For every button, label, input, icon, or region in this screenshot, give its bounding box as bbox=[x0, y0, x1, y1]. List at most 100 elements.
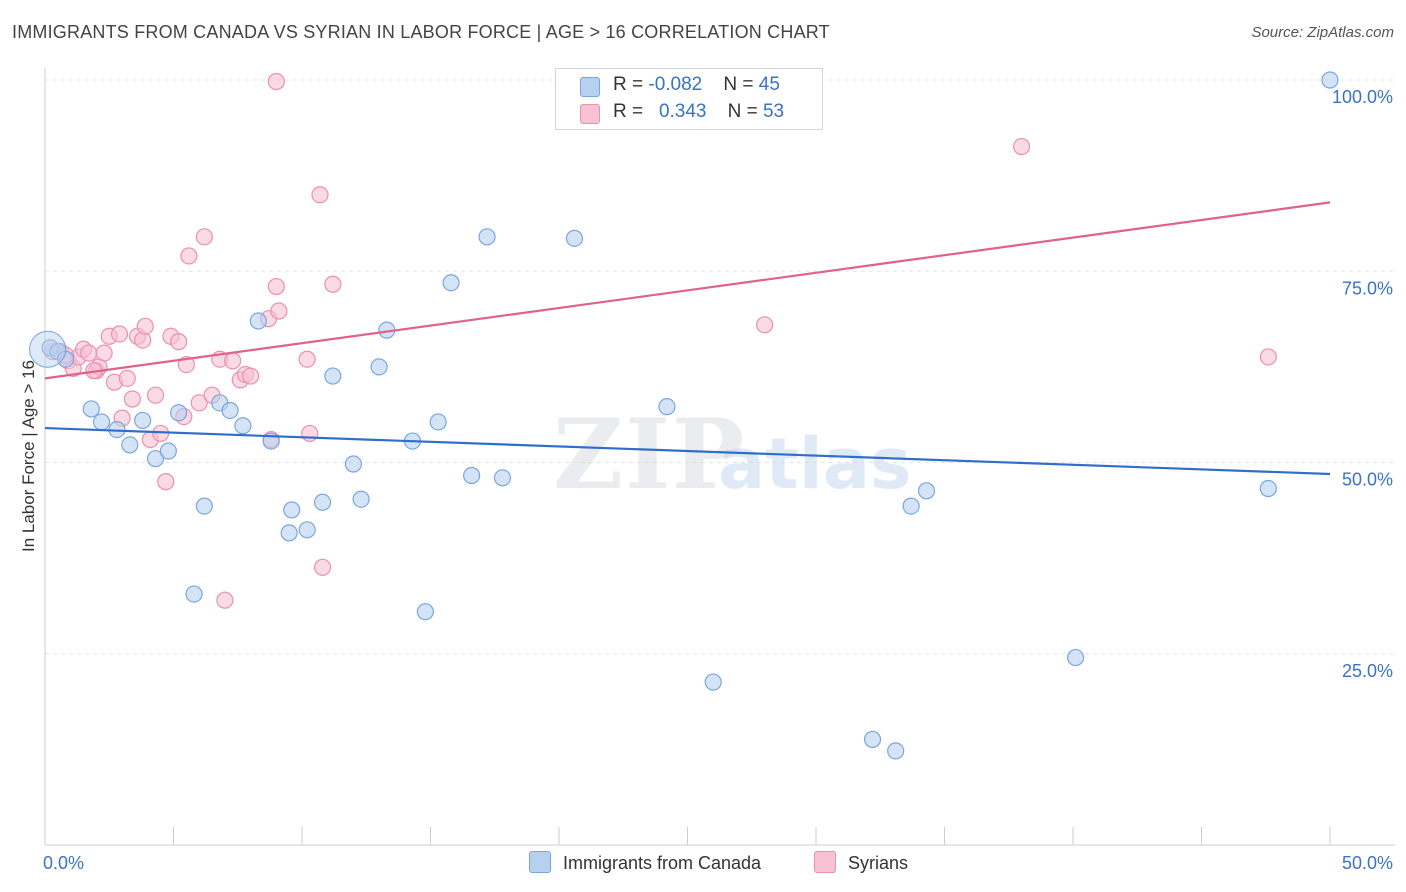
x-tick-label: 0.0% bbox=[43, 853, 84, 873]
canada-point bbox=[280, 524, 298, 542]
canada-point bbox=[170, 404, 188, 422]
canada-point bbox=[658, 398, 676, 416]
syrians-point bbox=[157, 473, 175, 491]
r-label: R = bbox=[613, 101, 649, 122]
canada-point bbox=[887, 742, 905, 760]
n-label: N = bbox=[727, 101, 763, 122]
legend-swatch-syrians bbox=[814, 851, 836, 873]
canada-point bbox=[1321, 71, 1339, 89]
syrians-points bbox=[44, 71, 1277, 609]
syrians-point bbox=[324, 275, 342, 293]
canada-point bbox=[704, 673, 722, 691]
syrians-point bbox=[110, 325, 129, 343]
watermark-zip: ZIP bbox=[553, 398, 746, 511]
y-tick-label: 50.0% bbox=[1342, 470, 1393, 490]
canada-point bbox=[370, 358, 388, 376]
canada-point bbox=[121, 436, 139, 454]
syrians-point bbox=[267, 72, 285, 91]
n-value-canada: 45 bbox=[758, 74, 780, 95]
legend-item-canada[interactable]: Immigrants from Canada bbox=[529, 851, 761, 874]
legend-swatch-syrians bbox=[580, 104, 600, 124]
canada-point bbox=[902, 497, 920, 515]
canada-point bbox=[313, 493, 332, 511]
r-value-canada: -0.082 bbox=[648, 74, 703, 95]
syrians-point bbox=[118, 369, 136, 387]
syrians-point bbox=[146, 386, 165, 404]
canada-point bbox=[221, 401, 239, 420]
syrians-point bbox=[267, 277, 285, 296]
watermark: ZIP atlas bbox=[553, 398, 912, 511]
canada-point bbox=[249, 312, 267, 330]
syrians-point bbox=[80, 344, 98, 362]
canada-point bbox=[82, 400, 100, 418]
syrians-point bbox=[136, 317, 154, 335]
syrians-point bbox=[123, 390, 141, 408]
canada-point bbox=[92, 413, 111, 431]
syrians-point bbox=[311, 186, 329, 204]
canada-point bbox=[442, 274, 460, 292]
legend-swatch-canada bbox=[529, 851, 551, 873]
canada-point bbox=[185, 585, 203, 603]
canada-point bbox=[1066, 648, 1085, 667]
canada-trend-line bbox=[44, 426, 1331, 476]
canada-point bbox=[324, 367, 342, 385]
syrians-point bbox=[298, 350, 316, 368]
syrians-point bbox=[180, 247, 198, 265]
canada-point bbox=[283, 501, 301, 519]
canada-cluster-point bbox=[29, 330, 67, 368]
syrians-point bbox=[170, 333, 188, 351]
syrians-point bbox=[270, 302, 288, 320]
canada-point bbox=[352, 490, 370, 508]
legend-item-syrians[interactable]: Syrians bbox=[814, 851, 908, 874]
canada-point bbox=[159, 442, 177, 460]
canada-points bbox=[29, 71, 1339, 760]
y-tick-label: 100.0% bbox=[1332, 87, 1393, 107]
syrians-point bbox=[1012, 137, 1031, 156]
trend-lines bbox=[44, 201, 1331, 476]
n-label: N = bbox=[723, 74, 759, 95]
correlation-legend: R = -0.082 N = 45 R = 0.343 N = 53 bbox=[555, 68, 823, 130]
n-value-syrians: 53 bbox=[762, 101, 785, 122]
canada-point bbox=[863, 730, 882, 749]
syrians-point bbox=[301, 424, 319, 443]
syrians-point bbox=[313, 558, 332, 576]
canada-point bbox=[478, 228, 496, 246]
canada-point bbox=[1259, 479, 1277, 498]
syrians-point bbox=[224, 352, 242, 370]
syrians-point bbox=[95, 344, 113, 362]
legend-label-syrians: Syrians bbox=[848, 853, 909, 873]
canada-point bbox=[298, 521, 316, 539]
r-label: R = bbox=[613, 74, 649, 95]
canada-point bbox=[463, 466, 481, 485]
syrians-point bbox=[242, 367, 260, 385]
chart-title: IMMIGRANTS FROM CANADA VS SYRIAN IN LABO… bbox=[12, 22, 830, 42]
syrians-point bbox=[195, 228, 213, 246]
r-value-syrians: 0.343 bbox=[658, 101, 707, 122]
watermark-atlas: atlas bbox=[718, 423, 912, 505]
legend-swatch-canada bbox=[580, 77, 600, 97]
y-tick-label: 25.0% bbox=[1342, 661, 1393, 681]
series-legend: Immigrants from Canada Syrians bbox=[0, 851, 1406, 877]
canada-point bbox=[493, 469, 512, 487]
syrians-point bbox=[755, 316, 774, 334]
axes bbox=[44, 68, 1395, 846]
canada-point bbox=[146, 450, 165, 468]
canada-point bbox=[134, 411, 152, 430]
legend-label-canada: Immigrants from Canada bbox=[563, 853, 762, 873]
legend-stats-syrians: R = 0.343 N = 53 bbox=[613, 101, 784, 123]
canada-point bbox=[917, 482, 936, 500]
canada-point bbox=[416, 603, 434, 621]
source-label: Source: ZipAtlas.com bbox=[1251, 24, 1394, 41]
syrians-trend-line bbox=[44, 201, 1331, 380]
canada-point bbox=[344, 455, 362, 473]
syrians-point bbox=[1259, 348, 1277, 366]
canada-point bbox=[195, 497, 213, 515]
syrians-point bbox=[216, 591, 234, 609]
tick-labels: 25.0% 50.0% 75.0% 100.0% 0.0% 50.0% bbox=[43, 87, 1393, 873]
canada-point bbox=[429, 413, 447, 431]
y-tick-label: 75.0% bbox=[1342, 278, 1393, 298]
syrians-point bbox=[190, 394, 208, 412]
x-tick-label: 50.0% bbox=[1342, 853, 1393, 873]
canada-point bbox=[234, 417, 252, 435]
